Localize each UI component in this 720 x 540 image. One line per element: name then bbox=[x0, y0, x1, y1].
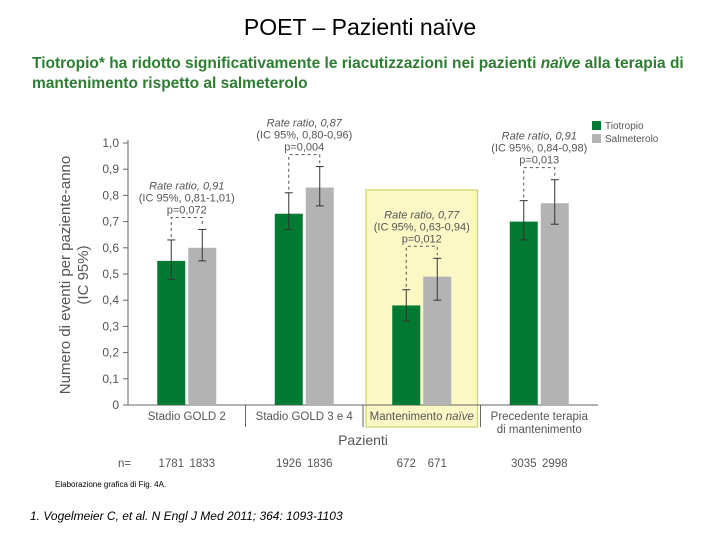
y-tick-label: 0,1 bbox=[102, 372, 119, 386]
highlight-box bbox=[365, 189, 479, 428]
comparison-bracket bbox=[170, 216, 203, 237]
subtitle-text-end: alla terapia di mantenimento rispetto al… bbox=[32, 55, 684, 92]
annotation-rate-ratio: Rate ratio, 0,77 bbox=[384, 209, 460, 221]
annotation-rate-ratio: Rate ratio, 0,87 bbox=[267, 118, 343, 130]
reference-citation: 1. Vogelmeier C, et al. N Engl J Med 201… bbox=[30, 509, 343, 523]
bar bbox=[188, 247, 217, 405]
bar bbox=[509, 221, 538, 405]
annotation-p-value: p=0,013 bbox=[519, 155, 559, 167]
category-label: Stadio GOLD 3 e 4 bbox=[256, 411, 354, 423]
annotation-p-value: p=0,004 bbox=[284, 142, 324, 154]
category-label-part: Mantenimento bbox=[370, 411, 446, 423]
y-tick-label: 0,9 bbox=[102, 162, 119, 176]
n-value: 1781 bbox=[158, 458, 184, 470]
annotation-rate-ratio: Rate ratio, 0,91 bbox=[502, 131, 577, 143]
bar bbox=[392, 305, 421, 405]
y-tick-label: 1,0 bbox=[102, 136, 119, 150]
annotation-rate-ratio: Rate ratio, 0,91 bbox=[149, 180, 224, 192]
y-tick-label: 0,2 bbox=[102, 346, 119, 360]
category-label-line: di mantenimento bbox=[497, 424, 582, 436]
category-label: Stadio GOLD 2 bbox=[148, 411, 226, 423]
comparison-bracket bbox=[523, 167, 556, 198]
category-label: Mantenimento naïve bbox=[370, 411, 474, 423]
comparison-bracket bbox=[288, 154, 321, 190]
n-value: 672 bbox=[397, 458, 416, 470]
n-value: 1836 bbox=[307, 458, 333, 470]
annotation-p-value: p=0,072 bbox=[167, 204, 207, 216]
category-label-part: Stadio GOLD 2 bbox=[148, 411, 226, 423]
category-label-part: naïve bbox=[446, 411, 474, 423]
bar-chart: 0 0,1 0,2 0,3 0,4 0,5 0,6 0,7 0,8 0,9 1,0 Numero di… bbox=[57, 118, 659, 470]
category-label: Precedente terapia di mantenimento bbox=[491, 411, 589, 436]
legend-swatch bbox=[592, 134, 601, 143]
legend-label: Tiotropio bbox=[605, 121, 644, 132]
annotation-ci: (IC 95%, 0,80-0,96) bbox=[256, 130, 352, 142]
y-tick-label: 0,8 bbox=[102, 188, 119, 202]
y-axis-label: Numero di eventi per paziente-anno(IC 95… bbox=[57, 156, 92, 394]
x-axis-label: Pazienti bbox=[338, 432, 388, 448]
page-title: POET – Pazienti naïve bbox=[243, 14, 477, 40]
subtitle-emphasis: naïve bbox=[540, 55, 581, 72]
y-axis-label-line: Numero di eventi per paziente-anno bbox=[57, 156, 74, 394]
comparison-bracket bbox=[405, 245, 438, 287]
bar bbox=[305, 187, 334, 405]
chart-credit: Elaborazione grafica di Fig. 4A. bbox=[55, 480, 167, 489]
page-subtitle: Tiotropio* ha ridotto significativamente… bbox=[32, 54, 702, 94]
y-tick-label: 0,3 bbox=[102, 319, 119, 333]
y-tick-label: 0,6 bbox=[102, 241, 119, 255]
bar bbox=[157, 260, 186, 405]
y-axis-label-line: (IC 95%) bbox=[75, 245, 92, 304]
legend-swatch bbox=[592, 121, 601, 130]
y-tick-label: 0,7 bbox=[102, 215, 119, 229]
subtitle-text-start: Tiotropio* ha ridotto significativamente… bbox=[32, 55, 541, 72]
annotation-ci: (IC 95%, 0,84-0,98) bbox=[491, 143, 587, 155]
bar bbox=[540, 203, 569, 405]
legend-label: Salmeterolo bbox=[605, 134, 659, 145]
n-label: n= bbox=[118, 458, 131, 470]
y-tick-label: 0,4 bbox=[102, 293, 119, 307]
n-value: 1833 bbox=[189, 458, 215, 470]
bar bbox=[274, 213, 303, 405]
annotation-ci: (IC 95%, 0,63-0,94) bbox=[374, 221, 470, 233]
n-value: 1926 bbox=[276, 458, 302, 470]
annotation-p-value: p=0,012 bbox=[402, 233, 442, 245]
category-label-part: Stadio GOLD 3 e 4 bbox=[256, 411, 354, 423]
n-value: 2998 bbox=[542, 458, 568, 470]
y-tick-label: 0,5 bbox=[102, 267, 119, 281]
annotation-ci: (IC 95%, 0,81-1,01) bbox=[139, 192, 235, 204]
category-label-line: Precedente terapia bbox=[491, 411, 589, 423]
n-value: 3035 bbox=[511, 458, 537, 470]
n-value: 671 bbox=[428, 458, 447, 470]
y-tick-label: 0 bbox=[112, 398, 119, 412]
